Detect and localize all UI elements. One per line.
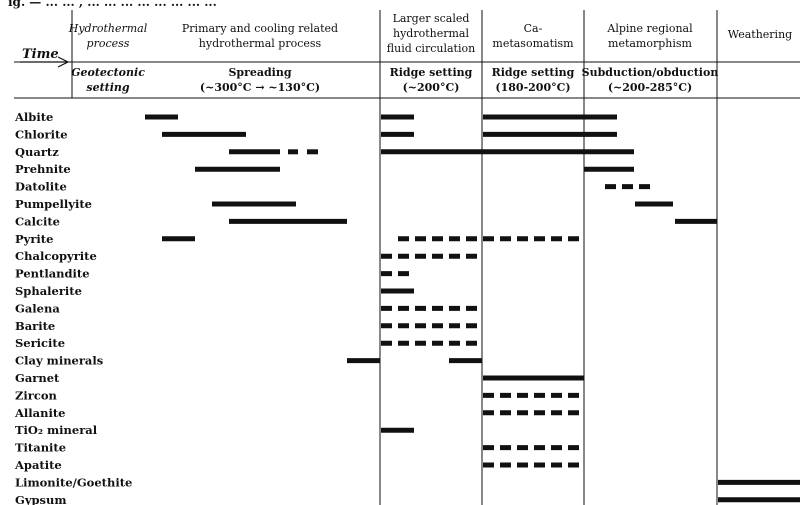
mineral-row-apatite: Apatite (14, 458, 584, 472)
header-c3-sub1: Ridge setting (390, 66, 473, 79)
mineral-row-albite: Albite (14, 110, 617, 124)
mineral-row-chalcopyrite: Chalcopyrite (15, 249, 482, 263)
time-axis-label: Time (20, 47, 70, 68)
mineral-label: Gypsum (15, 493, 67, 505)
header-c1-sub2: setting (86, 81, 130, 94)
mineral-row-datolite: Datolite (15, 180, 655, 194)
header-c5-sub1: Subduction/obduction (582, 66, 719, 79)
header-c2-line1: Primary and cooling related (182, 22, 338, 35)
header-c4-line1: Ca- (524, 22, 543, 35)
header-c2-line2: hydrothermal process (199, 37, 322, 50)
mineral-label: Limonite/Goethite (15, 475, 132, 489)
mineral-row-barite: Barite (15, 319, 482, 333)
mineral-label: Calcite (15, 214, 60, 228)
header-c1-line1: Hydrothermal (68, 22, 148, 35)
mineral-label: Datolite (15, 180, 67, 194)
header-c2: Primary and cooling related hydrothermal… (182, 22, 338, 94)
mineral-label: Garnet (15, 371, 60, 385)
mineral-label: Chlorite (15, 127, 68, 141)
mineral-row-clay-minerals: Clay minerals (15, 354, 482, 368)
mineral-label: Barite (15, 319, 55, 333)
mineral-row-sericite: Sericite (15, 336, 482, 350)
header-c4: Ca- metasomatism Ridge setting (180-200°… (492, 22, 575, 94)
mineral-row-calcite: Calcite (15, 214, 717, 228)
header-c3-line3: fluid circulation (387, 42, 475, 55)
mineral-row-prehnite: Prehnite (15, 162, 634, 176)
mineral-row-allanite: Allanite (14, 406, 584, 420)
mineral-label: Zircon (15, 388, 57, 402)
mineral-row-garnet: Garnet (15, 371, 584, 385)
mineral-row-sphalerite: Sphalerite (15, 284, 414, 298)
header-c2-sub1: Spreading (228, 66, 291, 79)
mineral-label: TiO₂ mineral (15, 423, 98, 437)
mineral-row-limonite-goethite: Limonite/Goethite (15, 475, 800, 489)
header-c3: Larger scaled hydrothermal fluid circula… (387, 12, 475, 94)
mineral-label: Chalcopyrite (15, 249, 97, 263)
header-c5-sub2: (~200-285°C) (608, 81, 692, 94)
mineral-label: Sericite (15, 336, 65, 350)
header-c4-sub2: (180-200°C) (495, 81, 570, 94)
header-c2-sub2: (~300°C → ~130°C) (200, 81, 320, 94)
mineral-row-titanite: Titanite (15, 441, 584, 455)
mineral-label: Pentlandite (15, 267, 90, 281)
caption-fragment: ig. — ... ... , ... ... ... ... ... ... … (8, 0, 217, 9)
header-c3-sub2: (~200°C) (403, 81, 460, 94)
mineral-label: Galena (15, 301, 60, 315)
grid-lines (14, 10, 800, 505)
header-c5-line1: Alpine regional (606, 22, 693, 35)
mineral-label: Pyrite (15, 232, 53, 246)
header-c4-line2: metasomatism (492, 37, 574, 50)
mineral-label: Pumpellyite (15, 197, 92, 211)
mineral-label: Titanite (15, 441, 66, 455)
mineral-label: Sphalerite (15, 284, 82, 298)
mineral-rows: Albite Chlorite Quartz Prehnite Datolite Pump… (14, 110, 800, 505)
mineral-row-pyrite: Pyrite (15, 232, 584, 246)
header-c6: Weathering (728, 28, 792, 41)
mineral-label: Prehnite (15, 162, 71, 176)
mineral-row-zircon: Zircon (15, 388, 584, 402)
header-c1: Hydrothermal process Geotectonic setting (68, 22, 148, 94)
header-c4-sub1: Ridge setting (492, 66, 575, 79)
mineral-label: Clay minerals (15, 354, 103, 368)
mineral-label: Albite (14, 110, 53, 124)
mineral-label: Apatite (14, 458, 62, 472)
mineral-row-pentlandite: Pentlandite (15, 267, 413, 281)
header-c3-line2: hydrothermal (393, 27, 469, 40)
mineral-row-tio-mineral: TiO₂ mineral (15, 423, 414, 437)
header-c6-line1: Weathering (728, 28, 792, 41)
header-c5: Alpine regional metamorphism Subduction/… (582, 22, 719, 94)
mineral-row-galena: Galena (15, 301, 482, 315)
mineral-row-pumpellyite: Pumpellyite (15, 197, 673, 211)
header-c1-sub1: Geotectonic (71, 66, 145, 79)
time-label: Time (22, 47, 59, 62)
mineral-row-gypsum: Gypsum (15, 493, 800, 505)
header-c1-line2: process (87, 37, 130, 50)
header-c5-line2: metamorphism (608, 37, 693, 50)
header-c3-line1: Larger scaled (393, 12, 470, 25)
mineral-row-chlorite: Chlorite (15, 127, 617, 141)
mineral-label: Allanite (14, 406, 65, 420)
mineral-label: Quartz (15, 145, 59, 159)
mineral-row-quartz: Quartz (15, 145, 634, 159)
